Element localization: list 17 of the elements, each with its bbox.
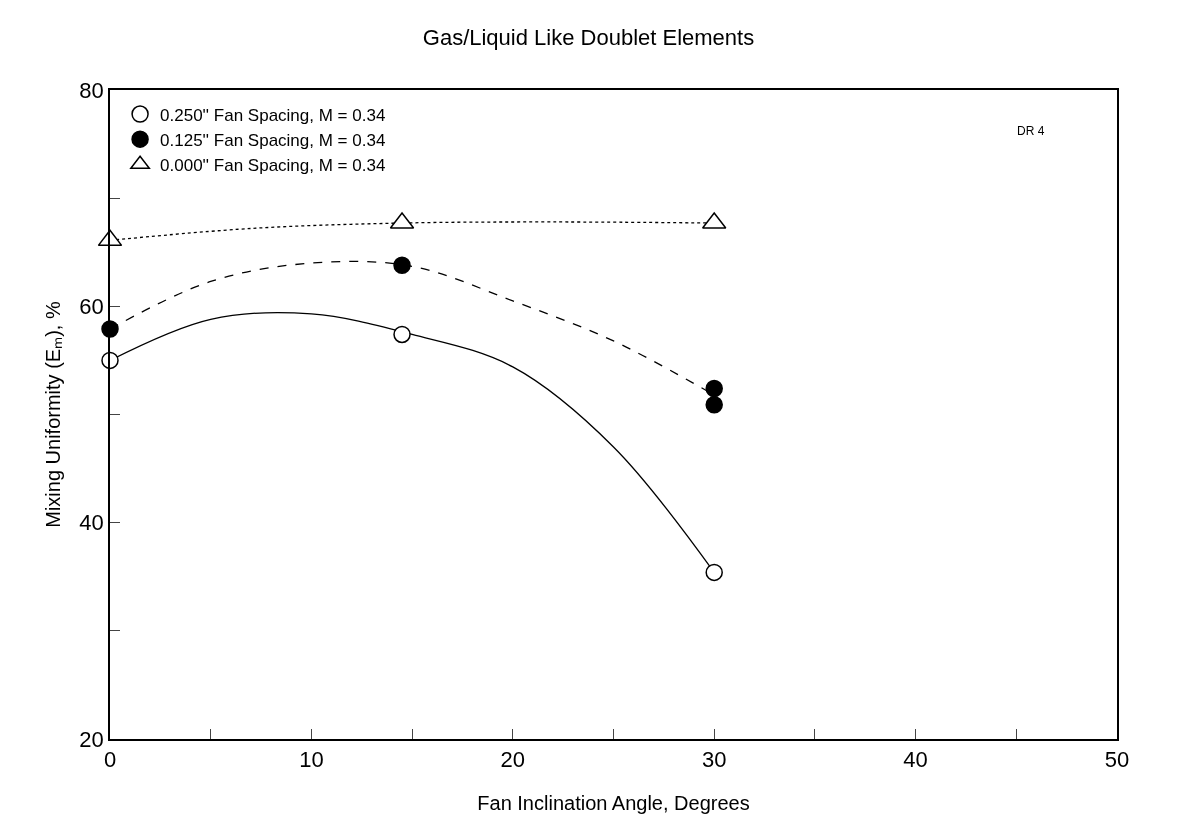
x-tick-label: 30 (701, 747, 727, 773)
y-tick-label: 40 (79, 510, 104, 536)
x-tick-label: 0 (103, 747, 117, 773)
y-axis-title: Mixing Uniformity (Eₘ), % (41, 301, 64, 528)
y-tick-label: 20 (79, 726, 104, 752)
legend-label: 0.125'' Fan Spacing, M = 0.34 (160, 130, 386, 150)
x-tick-label: 40 (903, 747, 928, 773)
x-tick-label: 20 (500, 747, 526, 773)
legend-label: 0.000'' Fan Spacing, M = 0.34 (160, 155, 386, 175)
x-tick-label: 10 (299, 747, 324, 773)
x-tick-label: 50 (1104, 747, 1130, 773)
chart-title: Gas/Liquid Like Doublet Elements (422, 25, 755, 50)
legend-label: 0.250'' Fan Spacing, M = 0.34 (160, 105, 386, 125)
y-tick-label: 60 (79, 294, 104, 320)
y-tick-label: 80 (79, 77, 104, 103)
annotation: DR 4 (1017, 124, 1045, 138)
x-axis-title: Fan Inclination Angle, Degrees (477, 791, 750, 814)
